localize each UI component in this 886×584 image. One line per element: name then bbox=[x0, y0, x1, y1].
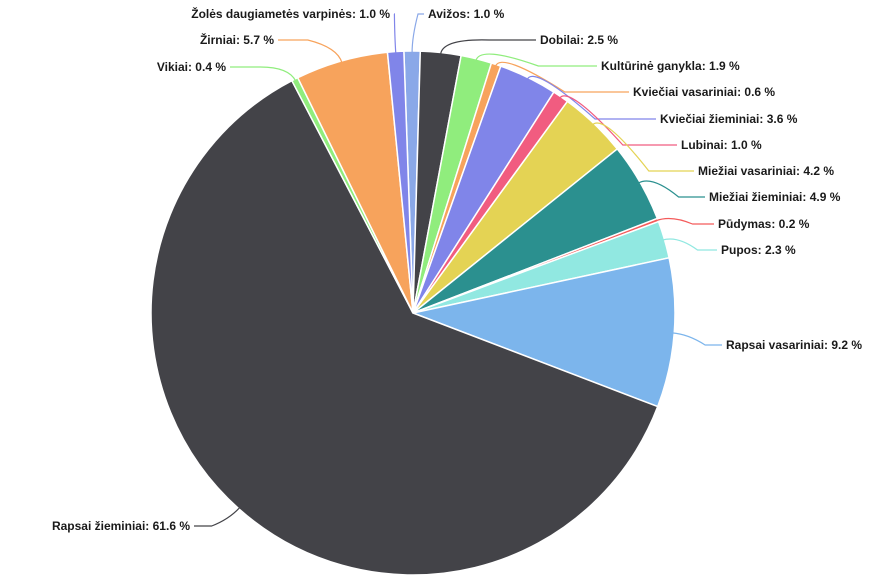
slice-label-zoles-daugiametes-varpines: Žolės daugiametės varpinės: 1.0 % bbox=[191, 6, 390, 21]
connector-mieziai-zieminiai bbox=[638, 180, 705, 198]
connector-kulturine-ganykla bbox=[475, 53, 597, 67]
slice-label-avizos: Avižos: 1.0 % bbox=[428, 7, 505, 21]
connector-rapsai-vasariniai bbox=[672, 332, 722, 346]
connectors-layer bbox=[194, 13, 722, 527]
connector-lubinai bbox=[559, 95, 677, 146]
connector-vikiai bbox=[230, 66, 297, 82]
slice-label-mieziai-zieminiai: Miežiai žieminiai: 4.9 % bbox=[709, 190, 841, 204]
slice-label-rapsai-zieminiai: Rapsai žieminiai: 61.6 % bbox=[52, 519, 190, 533]
slice-label-zirniai: Žirniai: 5.7 % bbox=[200, 32, 274, 47]
connector-zoles-daugiametes-varpines bbox=[393, 13, 397, 54]
connector-mieziai-vasariniai bbox=[592, 122, 694, 172]
connector-zirniai bbox=[278, 39, 343, 64]
connector-kvieciai-zieminiai bbox=[526, 75, 656, 120]
connector-dobilai bbox=[440, 39, 536, 55]
slice-label-kulturine-ganykla: Kultūrinė ganykla: 1.9 % bbox=[601, 59, 740, 73]
slice-label-vikiai: Vikiai: 0.4 % bbox=[157, 60, 226, 74]
slice-label-pudymas: Pūdymas: 0.2 % bbox=[718, 217, 810, 231]
connector-avizos bbox=[411, 13, 424, 54]
labels-layer: Avižos: 1.0 % Dobilai: 2.5 % Kultūrinė gan… bbox=[52, 6, 862, 533]
connector-pupos bbox=[662, 238, 717, 251]
slice-label-mieziai-vasariniai: Miežiai vasariniai: 4.2 % bbox=[698, 164, 834, 178]
slices-layer bbox=[150, 50, 676, 576]
slice-label-kvieciai-zieminiai: Kviečiai žieminiai: 3.6 % bbox=[660, 112, 798, 126]
slice-label-lubinai: Lubinai: 1.0 % bbox=[681, 138, 762, 152]
connector-rapsai-zieminiai bbox=[194, 506, 241, 527]
connector-kvieciai-vasariniai bbox=[494, 61, 629, 93]
slice-label-pupos: Pupos: 2.3 % bbox=[721, 243, 796, 257]
slice-label-kvieciai-vasariniai: Kviečiai vasariniai: 0.6 % bbox=[633, 85, 775, 99]
slice-label-rapsai-vasariniai: Rapsai vasariniai: 9.2 % bbox=[726, 338, 862, 352]
slice-label-dobilai: Dobilai: 2.5 % bbox=[540, 33, 618, 47]
connector-pudymas bbox=[655, 217, 714, 225]
